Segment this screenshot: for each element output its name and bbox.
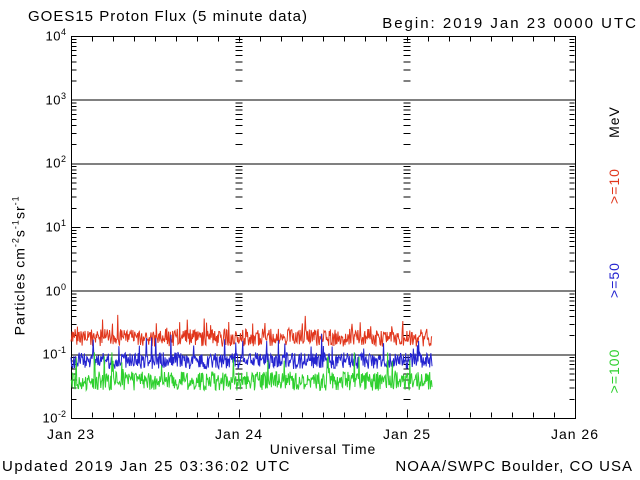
y-axis-title: Particles cm-2s-1sr-1 bbox=[10, 195, 28, 336]
legend-50-label: >=50 bbox=[606, 262, 622, 298]
series-line-p_ge10 bbox=[70, 314, 433, 347]
chart-title: GOES15 Proton Flux (5 minute data) bbox=[28, 8, 308, 25]
x-tick-label: Jan 24 bbox=[214, 426, 264, 442]
legend-10-label: >=10 bbox=[606, 168, 622, 204]
y-tick-label: 104 bbox=[45, 27, 66, 44]
begin-time-label: Begin: 2019 Jan 23 0000 UTC bbox=[382, 15, 638, 32]
series-line-p_ge50 bbox=[70, 333, 433, 371]
x-tick-label: Jan 26 bbox=[550, 426, 600, 442]
x-tick-label: Jan 25 bbox=[382, 426, 432, 442]
y-tick-label: 100 bbox=[45, 281, 66, 298]
y-tick-label: 102 bbox=[45, 154, 66, 171]
x-tick-label: Jan 23 bbox=[46, 426, 96, 442]
source-attribution: NOAA/SWPC Boulder, CO USA bbox=[395, 458, 633, 475]
updated-timestamp: Updated 2019 Jan 25 03:36:02 UTC bbox=[2, 458, 292, 475]
series-line-p_ge100 bbox=[70, 352, 433, 393]
y-tick-label: 10-2 bbox=[42, 409, 66, 426]
legend-100-label: >=100 bbox=[606, 348, 622, 394]
y-tick-label: 103 bbox=[45, 90, 66, 107]
y-tick-label: 101 bbox=[45, 218, 66, 235]
y-tick-label: 10-1 bbox=[42, 345, 66, 362]
x-axis-title: Universal Time bbox=[269, 441, 377, 457]
